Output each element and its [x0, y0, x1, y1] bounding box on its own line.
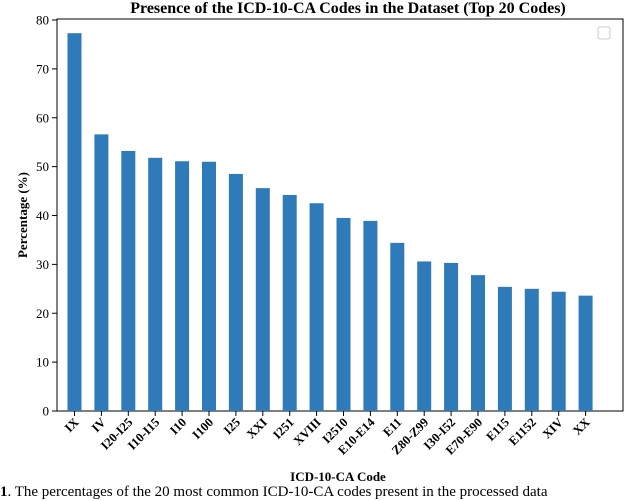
chart-title: Presence of the ICD-10-CA Codes in the D… [130, 0, 566, 17]
figure-caption: 1. The percentages of the 20 most common… [0, 484, 640, 501]
bar-i2510 [336, 217, 351, 411]
y-tick-label: 10 [36, 355, 49, 370]
bars [67, 33, 593, 412]
y-axis: 0 10 20 30 40 50 60 70 80 [36, 13, 57, 419]
bar-i25 [228, 173, 243, 411]
bar-i251 [282, 194, 297, 411]
x-tick-label: XVIII [291, 415, 324, 448]
bar-iv [94, 134, 109, 411]
x-tick-label: XIV [540, 415, 566, 441]
bar-xiv [551, 291, 566, 411]
bar-z80-z99 [417, 261, 432, 411]
y-tick-label: 80 [36, 13, 49, 28]
bar-xx [578, 295, 593, 411]
x-tick-label: I100 [190, 415, 217, 442]
y-tick-label: 0 [43, 404, 50, 419]
bar-i10-i15 [148, 157, 163, 411]
bar-e115 [497, 286, 512, 411]
x-tick-label: E1152 [506, 415, 539, 448]
bar-e70-e90 [471, 275, 485, 411]
bar-chart: Presence of the ICD-10-CA Codes in the D… [15, 0, 624, 484]
x-tick-label: XXI [244, 415, 270, 441]
y-tick-label: 50 [36, 159, 49, 174]
bar-i10 [175, 161, 190, 411]
y-tick-label: 20 [36, 306, 49, 321]
y-axis-label: Percentage (%) [15, 172, 30, 258]
caption-text: . The percentages of the 20 most common … [7, 484, 548, 500]
y-tick-label: 30 [36, 257, 49, 272]
y-tick-label: 70 [36, 61, 49, 76]
x-tick-label: I10 [167, 415, 189, 437]
bar-xviii [309, 203, 324, 411]
x-tick-label: XX [570, 415, 593, 438]
bar-e1152 [524, 288, 539, 411]
caption-number: 1 [0, 484, 8, 500]
bar-e11 [390, 242, 405, 411]
y-tick-label: 60 [36, 110, 49, 125]
bar-ix [67, 33, 82, 411]
legend-box [597, 26, 611, 40]
x-axis-label: ICD-10-CA Code [290, 469, 386, 484]
bar-i30-i52 [444, 262, 459, 411]
x-tick-label: I25 [221, 415, 243, 437]
x-tick-label: IX [62, 415, 82, 435]
bar-i20-i25 [121, 150, 136, 412]
bar-xxi [255, 188, 270, 411]
x-tick-label: IV [89, 415, 109, 435]
bar-e10-e14 [363, 220, 378, 411]
y-tick-label: 40 [36, 208, 49, 223]
bar-i100 [202, 161, 216, 411]
